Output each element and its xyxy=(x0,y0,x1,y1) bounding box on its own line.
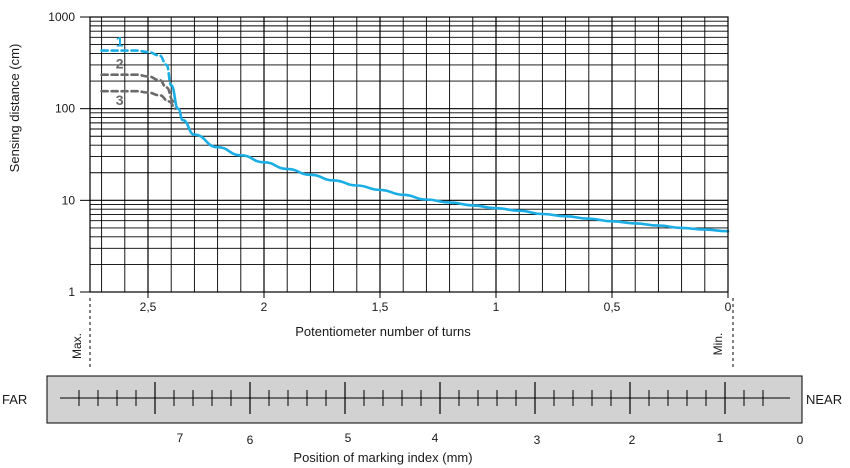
series-line-3 xyxy=(100,89,178,110)
marking-label: 3 xyxy=(534,433,541,447)
marking-axis-label: Position of marking index (mm) xyxy=(293,450,472,465)
max-label: Max. xyxy=(70,333,84,359)
marking-scale-ticks xyxy=(78,382,764,414)
y-tick-label: 100 xyxy=(55,102,75,116)
x-tick-labels: 2,5 2 1,5 1 0,5 0 xyxy=(140,292,732,314)
x-axis-label: Potentiometer number of turns xyxy=(295,324,471,339)
y-axis-label: Sensing distance (cm) xyxy=(7,44,22,173)
x-tick-label: 2,5 xyxy=(140,300,157,314)
y-tick-label: 1 xyxy=(68,285,75,299)
series-label-2: 2 xyxy=(116,56,124,72)
y-tick-label: 10 xyxy=(62,193,76,207)
near-label: NEAR xyxy=(806,392,842,407)
marking-label: 0 xyxy=(797,433,804,447)
far-label: FAR xyxy=(2,392,27,407)
min-label: Min. xyxy=(711,333,725,356)
x-tick-label: 2 xyxy=(261,300,268,314)
series-line-1 xyxy=(100,49,173,87)
plot-frame xyxy=(89,16,729,293)
y-tick-labels: 1000 100 10 1 xyxy=(48,10,90,299)
marking-label: 5 xyxy=(345,431,352,445)
series-line-2 xyxy=(100,73,175,103)
x-tick-label: 0,5 xyxy=(604,300,621,314)
x-tick-label: 0 xyxy=(725,300,732,314)
series-layer xyxy=(100,49,730,233)
marking-label: 1 xyxy=(717,431,724,445)
y-tick-label: 1000 xyxy=(48,10,75,24)
x-tick-label: 1,5 xyxy=(372,300,389,314)
series-label-3: 3 xyxy=(116,92,124,108)
marking-index-band xyxy=(46,375,803,424)
marking-label: 6 xyxy=(247,433,254,447)
x-tick-label: 1 xyxy=(493,300,500,314)
marking-label: 4 xyxy=(432,431,439,445)
grid xyxy=(90,17,728,292)
marking-label: 7 xyxy=(177,431,184,445)
marking-label: 2 xyxy=(629,433,636,447)
series-label-1: 1 xyxy=(116,34,124,50)
series-line-main xyxy=(169,84,730,233)
series-labels: 1 2 3 xyxy=(116,34,124,109)
marking-scale-labels: 7 6 5 4 3 2 1 0 xyxy=(177,431,804,447)
